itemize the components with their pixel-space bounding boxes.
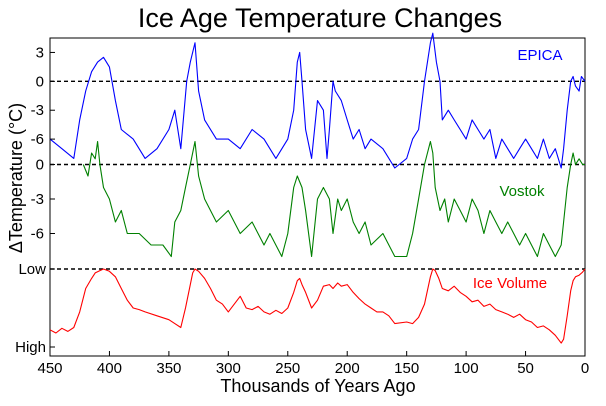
- x-tick-label: 300: [216, 360, 241, 377]
- x-tick-label: 0: [581, 360, 589, 377]
- series-line-ice-volume: [49, 268, 586, 344]
- series-labels: EPICA Vostok Ice Volume: [473, 47, 563, 292]
- series-label-ice-volume: Ice Volume: [473, 275, 547, 292]
- series-line-vostok: [82, 140, 585, 258]
- y-tick-label-ice-volume: High: [15, 339, 46, 356]
- x-tick-label: 450: [37, 360, 62, 377]
- y-tick-label-epica: 0: [36, 73, 44, 90]
- y-axis-ticks: 3 0 -3 -6 0 -3 -6 Low High: [15, 44, 55, 356]
- series-label-vostok: Vostok: [499, 183, 545, 200]
- x-axis-title: Thousands of Years Ago: [220, 376, 415, 396]
- reference-lines: [50, 80, 585, 270]
- series-layer: [49, 32, 586, 344]
- x-tick-label: 100: [454, 360, 479, 377]
- x-tick-label: 250: [275, 360, 300, 377]
- series-label-epica: EPICA: [517, 47, 562, 64]
- y-tick-label-ice-volume: Low: [18, 261, 46, 278]
- y-tick-label-vostok: -6: [31, 226, 44, 243]
- plot-frame: [49, 37, 586, 357]
- x-tick-label: 150: [394, 360, 419, 377]
- x-tick-label: 350: [156, 360, 181, 377]
- y-axis-title: ΔTemperature (°C): [6, 103, 26, 253]
- y-tick-label-vostok: -3: [31, 191, 44, 208]
- chart-title: Ice Age Temperature Changes: [138, 3, 502, 33]
- series-line-epica: [49, 32, 586, 169]
- x-tick-label: 200: [335, 360, 360, 377]
- x-axis-ticks: 450 400 350 300 250 200 150 100 50 0: [37, 351, 589, 377]
- x-tick-label: 400: [97, 360, 122, 377]
- y-tick-label-epica: -6: [31, 131, 44, 148]
- y-tick-label-epica: -3: [31, 102, 44, 119]
- x-tick-label: 50: [517, 360, 534, 377]
- y-tick-label-epica: 3: [36, 44, 44, 61]
- y-tick-label-vostok: 0: [36, 157, 44, 174]
